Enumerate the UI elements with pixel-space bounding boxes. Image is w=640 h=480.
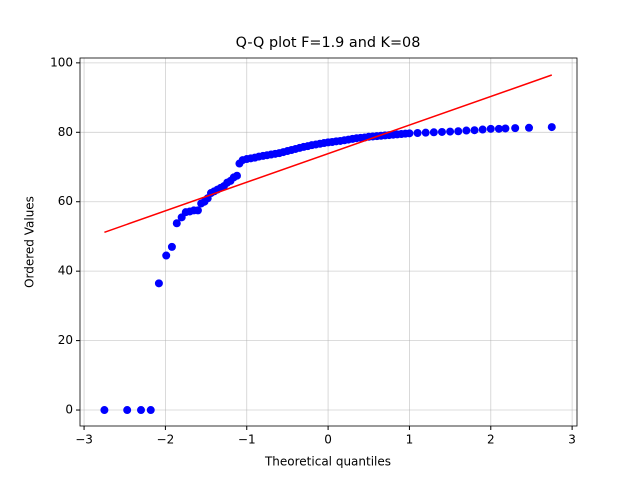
point (437, 127, 446, 136)
x-tick-label: 0 (324, 433, 332, 447)
point (232, 171, 241, 180)
point (486, 124, 495, 133)
point (501, 124, 510, 133)
point (154, 279, 163, 288)
point (547, 123, 556, 132)
point (193, 206, 202, 215)
y-tick-label: 0 (65, 403, 73, 417)
point (454, 127, 463, 136)
point (478, 125, 487, 134)
point (137, 406, 146, 415)
point (123, 406, 132, 415)
point (413, 128, 422, 137)
point (525, 123, 534, 132)
point (405, 129, 414, 138)
x-tick-label: 1 (406, 433, 414, 447)
y-tick-label: 20 (58, 333, 73, 347)
x-tick-label: −2 (157, 433, 175, 447)
plot-frame (79, 57, 578, 427)
point (162, 251, 171, 260)
y-tick-label: 80 (58, 125, 73, 139)
y-tick-label: 60 (58, 194, 73, 208)
x-axis-label: Theoretical quantiles (264, 455, 391, 469)
point (146, 406, 155, 415)
point (421, 128, 430, 137)
y-tick-label: 100 (50, 55, 73, 69)
point (470, 126, 479, 135)
point (172, 219, 181, 228)
point (167, 242, 176, 251)
point (446, 127, 455, 136)
point (494, 124, 503, 133)
x-tick-label: −3 (75, 433, 93, 447)
y-tick-label: 40 (58, 264, 73, 278)
point (100, 406, 109, 415)
x-tick-label: 3 (568, 433, 576, 447)
x-tick-label: −1 (238, 433, 256, 447)
chart-title: Q-Q plot F=1.9 and K=08 (236, 35, 421, 51)
x-tick-label: 2 (487, 433, 495, 447)
y-axis-label: Ordered Values (23, 196, 37, 288)
fit-line (104, 74, 553, 233)
point (462, 126, 471, 135)
point (429, 128, 438, 137)
point (511, 124, 520, 133)
